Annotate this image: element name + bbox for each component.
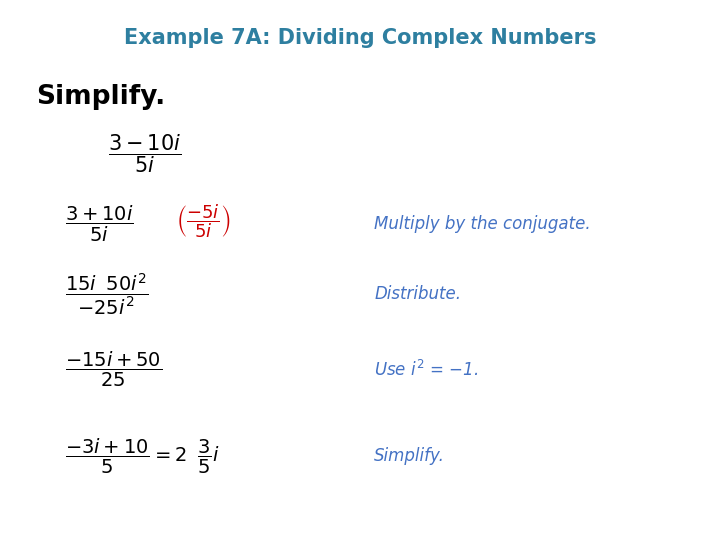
Text: $\dfrac{-3i+10}{5}=2\;\;\dfrac{3}{5}i$: $\dfrac{-3i+10}{5}=2\;\;\dfrac{3}{5}i$ (65, 437, 219, 476)
Text: $\dfrac{3+10i}{5i}$: $\dfrac{3+10i}{5i}$ (65, 204, 133, 244)
Text: Distribute.: Distribute. (374, 285, 462, 303)
Text: Multiply by the conjugate.: Multiply by the conjugate. (374, 215, 591, 233)
Text: $\dfrac{3-10i}{5i}$: $\dfrac{3-10i}{5i}$ (108, 133, 181, 175)
Text: Use $i^{2}$ = $-$1.: Use $i^{2}$ = $-$1. (374, 360, 479, 380)
Text: $\dfrac{15i\;\;50i^{2}}{-25i^{2}}$: $\dfrac{15i\;\;50i^{2}}{-25i^{2}}$ (65, 272, 148, 317)
Text: $\dfrac{-15i+50}{25}$: $\dfrac{-15i+50}{25}$ (65, 350, 162, 389)
Text: Example 7A: Dividing Complex Numbers: Example 7A: Dividing Complex Numbers (124, 28, 596, 48)
Text: $\left(\dfrac{-5i}{5i}\right)$: $\left(\dfrac{-5i}{5i}\right)$ (176, 202, 230, 240)
Text: Simplify.: Simplify. (374, 447, 445, 465)
Text: Simplify.: Simplify. (36, 84, 166, 110)
